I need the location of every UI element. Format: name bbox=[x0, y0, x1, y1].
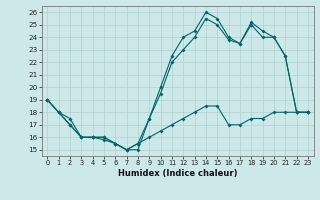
X-axis label: Humidex (Indice chaleur): Humidex (Indice chaleur) bbox=[118, 169, 237, 178]
